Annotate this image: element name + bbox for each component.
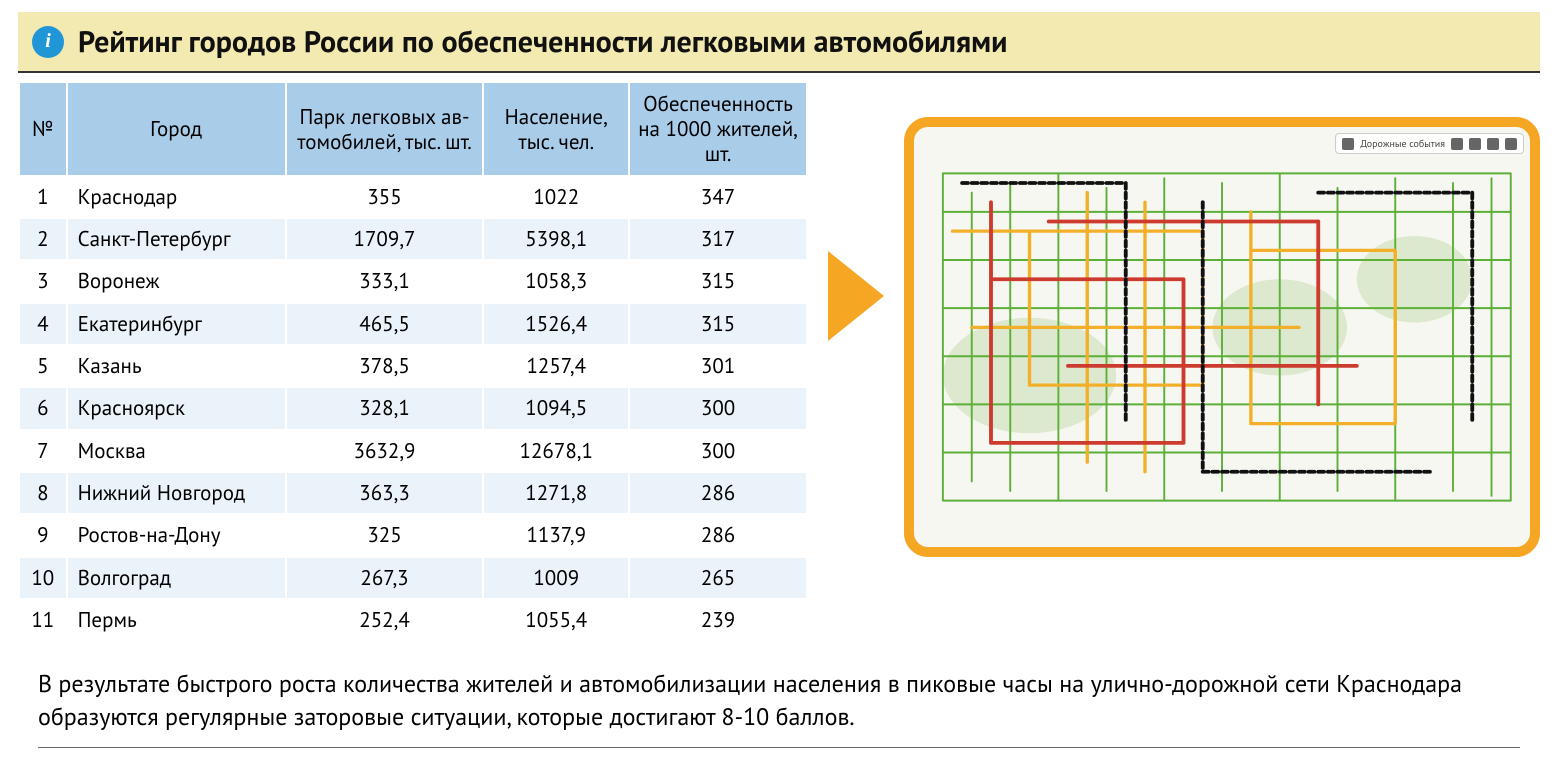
- table-cell: 301: [629, 345, 807, 387]
- table-cell: 11: [19, 599, 67, 641]
- table-cell: 333,1: [286, 260, 484, 302]
- table-cell: 300: [629, 387, 807, 429]
- table-header-cell: Население,тыс. чел.: [483, 82, 629, 176]
- table-cell: 1022: [483, 176, 629, 218]
- table-cell: Екатеринбург: [67, 303, 286, 345]
- table-row: 1Краснодар3551022347: [19, 176, 807, 218]
- table-cell: 1009: [483, 557, 629, 599]
- table-header-cell: Город: [67, 82, 286, 176]
- table-cell: 1137,9: [483, 514, 629, 556]
- table-cell: 300: [629, 430, 807, 472]
- table-cell: 1094,5: [483, 387, 629, 429]
- table-cell: 347: [629, 176, 807, 218]
- table-row: 9Ростов-на-Дону3251137,9286: [19, 514, 807, 556]
- table-cell: 1526,4: [483, 303, 629, 345]
- table-cell: Нижний Новгород: [67, 472, 286, 514]
- table-cell: 9: [19, 514, 67, 556]
- map-toolbar-label: Дорожные события: [1360, 137, 1445, 150]
- map-toolbar-icon: [1451, 138, 1463, 150]
- table-header-row: №ГородПарк легковых ав-томобилей, тыс. ш…: [19, 82, 807, 176]
- map-toolbar-icon: [1505, 138, 1517, 150]
- table-body: 1Краснодар35510223472Санкт-Петербург1709…: [19, 176, 807, 642]
- table-cell: 363,3: [286, 472, 484, 514]
- table-cell: 317: [629, 218, 807, 260]
- header-title: Рейтинг городов России по обеспеченности…: [78, 22, 1007, 61]
- table-cell: Санкт-Петербург: [67, 218, 286, 260]
- table-row: 5Казань378,51257,4301: [19, 345, 807, 387]
- table-cell: 10: [19, 557, 67, 599]
- table-cell: 239: [629, 599, 807, 641]
- map-toolbar: Дорожные события: [1335, 133, 1524, 154]
- arrow-column: [826, 81, 886, 341]
- caption-text: В результате быстрого роста количества ж…: [38, 668, 1520, 748]
- table-cell: 378,5: [286, 345, 484, 387]
- table-cell: Красноярск: [67, 387, 286, 429]
- table-cell: 5398,1: [483, 218, 629, 260]
- traffic-map: [914, 127, 1530, 547]
- arrow-right-icon: [828, 251, 884, 341]
- ranking-table: №ГородПарк легковых ав-томобилей, тыс. ш…: [18, 81, 808, 642]
- table-cell: Ростов-на-Дону: [67, 514, 286, 556]
- header-bar: i Рейтинг городов России по обеспеченнос…: [18, 12, 1540, 73]
- table-row: 6Красноярск328,11094,5300: [19, 387, 807, 429]
- table-header-cell: Обеспеченностьна 1000 жителей,шт.: [629, 82, 807, 176]
- table-header-cell: Парк легковых ав-томобилей, тыс. шт.: [286, 82, 484, 176]
- table-cell: 315: [629, 303, 807, 345]
- table-cell: 3632,9: [286, 430, 484, 472]
- table-row: 7Москва3632,912678,1300: [19, 430, 807, 472]
- table-cell: Казань: [67, 345, 286, 387]
- table-cell: 12678,1: [483, 430, 629, 472]
- traffic-map-frame: Дорожные события: [904, 117, 1540, 557]
- table-row: 3Воронеж333,11058,3315: [19, 260, 807, 302]
- table-cell: 265: [629, 557, 807, 599]
- table-cell: 267,3: [286, 557, 484, 599]
- map-toolbar-icon: [1487, 138, 1499, 150]
- table-cell: Москва: [67, 430, 286, 472]
- table-header-cell: №: [19, 82, 67, 176]
- table-cell: 355: [286, 176, 484, 218]
- table-cell: 3: [19, 260, 67, 302]
- table-cell: Пермь: [67, 599, 286, 641]
- table-cell: 8: [19, 472, 67, 514]
- table-cell: 1709,7: [286, 218, 484, 260]
- table-cell: 1257,4: [483, 345, 629, 387]
- table-cell: 315: [629, 260, 807, 302]
- table-cell: 465,5: [286, 303, 484, 345]
- table-cell: Волгоград: [67, 557, 286, 599]
- map-toolbar-icon: [1469, 138, 1481, 150]
- table-row: 8Нижний Новгород363,31271,8286: [19, 472, 807, 514]
- table-cell: 6: [19, 387, 67, 429]
- table-cell: 5: [19, 345, 67, 387]
- table-cell: 7: [19, 430, 67, 472]
- table-cell: Воронеж: [67, 260, 286, 302]
- table-cell: 328,1: [286, 387, 484, 429]
- table-cell: Краснодар: [67, 176, 286, 218]
- ranking-table-wrap: №ГородПарк легковых ав-томобилей, тыс. ш…: [18, 81, 808, 642]
- table-row: 2Санкт-Петербург1709,75398,1317: [19, 218, 807, 260]
- table-cell: 286: [629, 514, 807, 556]
- table-cell: 286: [629, 472, 807, 514]
- map-toolbar-icon: [1342, 138, 1354, 150]
- table-cell: 1055,4: [483, 599, 629, 641]
- table-cell: 1058,3: [483, 260, 629, 302]
- table-row: 11Пермь252,41055,4239: [19, 599, 807, 641]
- table-cell: 2: [19, 218, 67, 260]
- info-icon: i: [32, 26, 64, 58]
- table-cell: 252,4: [286, 599, 484, 641]
- table-cell: 1: [19, 176, 67, 218]
- table-row: 10Волгоград267,31009265: [19, 557, 807, 599]
- table-cell: 325: [286, 514, 484, 556]
- content-row: №ГородПарк легковых ав-томобилей, тыс. ш…: [18, 81, 1540, 642]
- table-row: 4Екатеринбург465,51526,4315: [19, 303, 807, 345]
- table-cell: 4: [19, 303, 67, 345]
- table-cell: 1271,8: [483, 472, 629, 514]
